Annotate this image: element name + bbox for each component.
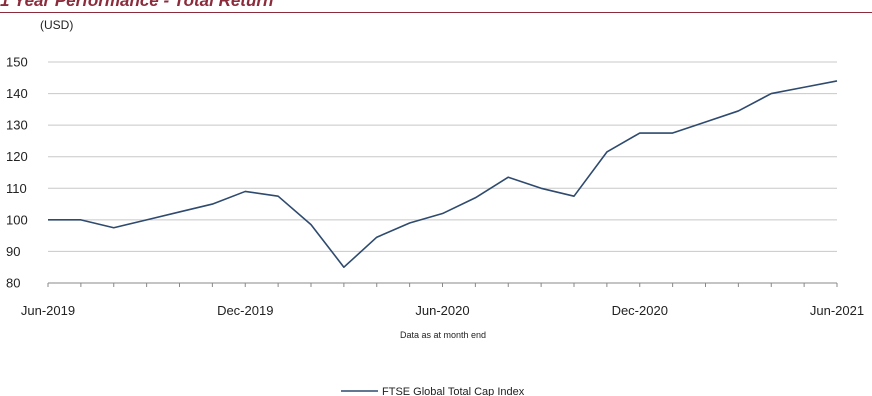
data-point <box>540 187 542 189</box>
x-tick-label: Jun-2020 <box>415 303 469 318</box>
data-point <box>606 151 608 153</box>
y-tick-label: 120 <box>6 149 28 164</box>
series-line <box>48 80 838 269</box>
data-point <box>244 191 246 193</box>
y-tick-label: 150 <box>6 55 28 70</box>
y-tick-label: 110 <box>6 181 27 196</box>
y-tick-label: 90 <box>6 244 20 259</box>
data-point <box>47 219 49 221</box>
data-point <box>705 121 707 123</box>
data-point <box>672 132 674 134</box>
x-axis-label: Data as at month end <box>400 330 486 340</box>
data-point <box>113 227 115 229</box>
data-point <box>738 110 740 112</box>
data-point <box>409 222 411 224</box>
data-point <box>836 80 838 82</box>
legend-label: FTSE Global Total Cap Index <box>382 386 525 396</box>
data-point <box>770 93 772 95</box>
x-tick-label: Dec-2020 <box>612 303 668 318</box>
data-point <box>475 197 477 199</box>
data-point <box>442 213 444 215</box>
chart-title: 1 Year Performance - Total Return <box>0 0 274 10</box>
data-point <box>277 195 279 197</box>
data-point <box>212 203 214 205</box>
series-layer <box>47 80 838 269</box>
x-tick-label: Dec-2019 <box>217 303 273 318</box>
y-tick-label: 130 <box>6 118 28 133</box>
gridlines <box>48 61 837 252</box>
x-tick-label: Jun-2021 <box>810 303 864 318</box>
y-tick-label: 140 <box>6 86 28 101</box>
x-tick-label: Jun-2019 <box>21 303 75 318</box>
data-point <box>639 132 641 134</box>
y-tick-label: 80 <box>6 276 20 291</box>
y-axis-label: (USD) <box>40 18 73 32</box>
data-point <box>80 219 82 221</box>
axes: 80 90 100 110 120 130 140 150 Jun-2019 Dec-2019 Ju… <box>6 55 864 319</box>
data-point <box>803 86 805 88</box>
data-point <box>507 176 509 178</box>
data-point <box>573 195 575 197</box>
data-point <box>376 236 378 238</box>
data-point <box>179 211 181 213</box>
legend: FTSE Global Total Cap Index <box>341 386 525 396</box>
title-bar: 1 Year Performance - Total Return <box>0 0 872 13</box>
y-tick-label: 100 <box>6 212 28 227</box>
data-point <box>310 224 312 226</box>
data-point <box>343 266 345 268</box>
data-point <box>146 219 148 221</box>
